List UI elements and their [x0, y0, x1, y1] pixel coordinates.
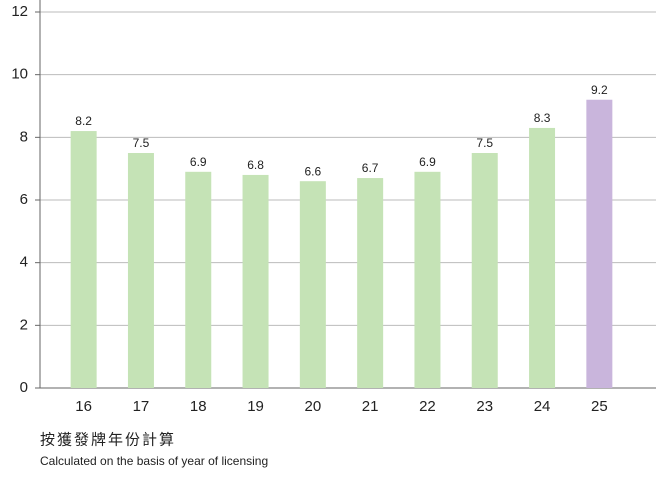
bar	[127, 153, 154, 388]
y-tick-label: 10	[11, 66, 28, 83]
y-tick-label: 12	[11, 3, 28, 20]
note-chinese: 按獲發牌年份計算	[40, 431, 176, 449]
bar	[586, 99, 613, 388]
value-label: 6.9	[419, 155, 436, 169]
value-label: 7.5	[476, 136, 493, 150]
value-label: 6.6	[305, 164, 322, 178]
value-label: 9.2	[591, 83, 608, 97]
bar	[70, 131, 97, 389]
value-label: 6.7	[362, 161, 379, 175]
y-tick-label: 4	[20, 254, 28, 271]
bar	[242, 174, 269, 388]
value-label: 8.3	[534, 111, 551, 125]
value-label: 6.8	[247, 158, 264, 172]
x-tick-label: 22	[419, 398, 436, 415]
y-tick-label: 8	[20, 128, 28, 145]
bar	[185, 171, 212, 388]
x-tick-label: 16	[75, 398, 92, 415]
y-tick-label: 2	[20, 316, 28, 333]
x-tick-label: 19	[247, 398, 264, 415]
bar	[299, 181, 326, 388]
bar	[357, 178, 384, 388]
x-tick-label: 24	[534, 398, 551, 415]
x-tick-label: 18	[190, 398, 207, 415]
x-tick-label: 25	[591, 398, 608, 415]
x-tick-label: 20	[305, 398, 322, 415]
value-label: 8.2	[75, 114, 92, 128]
bar	[471, 153, 498, 388]
y-tick-label: 6	[20, 191, 28, 208]
bar	[529, 127, 556, 388]
x-tick-label: 17	[133, 398, 150, 415]
x-tick-label: 21	[362, 398, 379, 415]
bar	[414, 171, 441, 388]
value-label: 6.9	[190, 155, 207, 169]
value-label: 7.5	[133, 136, 150, 150]
x-tick-label: 23	[476, 398, 493, 415]
note-english: Calculated on the basis of year of licen…	[40, 454, 268, 468]
y-tick-label: 0	[20, 379, 28, 396]
